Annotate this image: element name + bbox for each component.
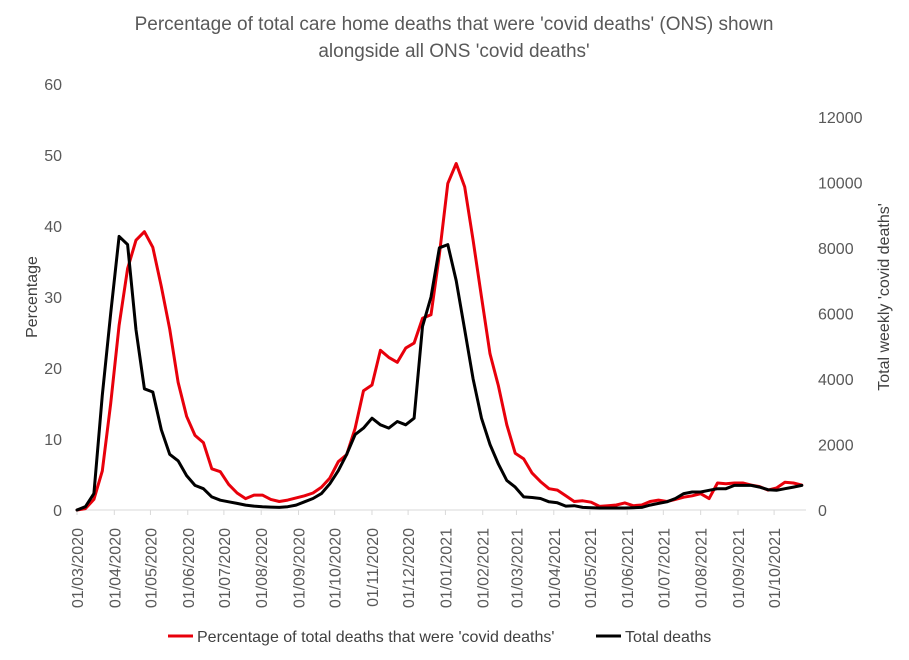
series-line-total-deaths <box>75 234 804 512</box>
y-left-tick-label: 30 <box>44 290 62 307</box>
y-left-tick-label: 60 <box>44 77 62 94</box>
x-tick-label: 01/10/2020 <box>328 528 345 608</box>
x-tick-label: 01/08/2020 <box>254 528 271 608</box>
x-tick-label: 01/01/2021 <box>438 528 455 608</box>
y-left-tick-label: 40 <box>44 219 62 236</box>
y-right-tick-label: 10000 <box>818 175 863 192</box>
series <box>75 162 804 512</box>
legend-label-percentage: Percentage of total deaths that were 'co… <box>197 629 554 646</box>
legend-label-total: Total deaths <box>625 629 711 646</box>
x-axis-ticks: 01/03/2020 01/04/2020 01/05/2020 01/06/2020… <box>70 510 784 608</box>
y-axis-left-label: Percentage <box>24 256 41 338</box>
chart-title-line-1: Percentage of total care home deaths tha… <box>135 14 774 35</box>
x-tick-label: 01/10/2021 <box>767 528 784 608</box>
x-tick-label: 01/05/2020 <box>143 528 160 608</box>
y-left-tick-label: 20 <box>44 361 62 378</box>
x-tick-label: 01/05/2021 <box>583 528 600 608</box>
y-axis-left-ticks: 0 10 20 30 40 50 60 <box>44 77 62 520</box>
y-left-tick-label: 10 <box>44 432 62 449</box>
y-axis-right-ticks: 0 2000 4000 6000 8000 10000 12000 <box>818 110 863 520</box>
x-tick-label: 01/07/2020 <box>217 528 234 608</box>
y-right-tick-label: 2000 <box>818 437 854 454</box>
x-tick-label: 01/09/2020 <box>292 528 309 608</box>
x-tick-label: 01/09/2021 <box>731 528 748 608</box>
x-tick-label: 01/06/2021 <box>620 528 637 608</box>
x-tick-label: 01/06/2020 <box>181 528 198 608</box>
x-tick-label: 01/11/2020 <box>365 528 382 607</box>
x-tick-label: 01/08/2021 <box>694 528 711 608</box>
series-line-percentage <box>75 162 804 512</box>
x-tick-label: 01/03/2021 <box>509 528 526 608</box>
x-tick-label: 01/03/2020 <box>70 528 87 608</box>
x-tick-label: 01/04/2021 <box>547 528 564 608</box>
y-right-tick-label: 8000 <box>818 241 854 258</box>
x-tick-label: 01/02/2021 <box>476 528 493 608</box>
legend: Percentage of total deaths that were 'co… <box>168 629 711 646</box>
x-tick-label: 01/12/2020 <box>401 528 418 608</box>
y-right-tick-label: 6000 <box>818 306 854 323</box>
y-axis-right-label: Total weekly 'covid deaths' <box>876 203 893 391</box>
y-left-tick-label: 50 <box>44 148 62 165</box>
y-right-tick-label: 0 <box>818 503 827 520</box>
chart-title: Percentage of total care home deaths tha… <box>135 14 774 62</box>
x-tick-label: 01/07/2021 <box>656 528 673 608</box>
y-left-tick-label: 0 <box>53 503 62 520</box>
x-tick-label: 01/04/2020 <box>107 528 124 608</box>
chart-title-line-2: alongside all ONS 'covid deaths' <box>318 41 589 62</box>
y-right-tick-label: 12000 <box>818 110 863 127</box>
y-right-tick-label: 4000 <box>818 372 854 389</box>
